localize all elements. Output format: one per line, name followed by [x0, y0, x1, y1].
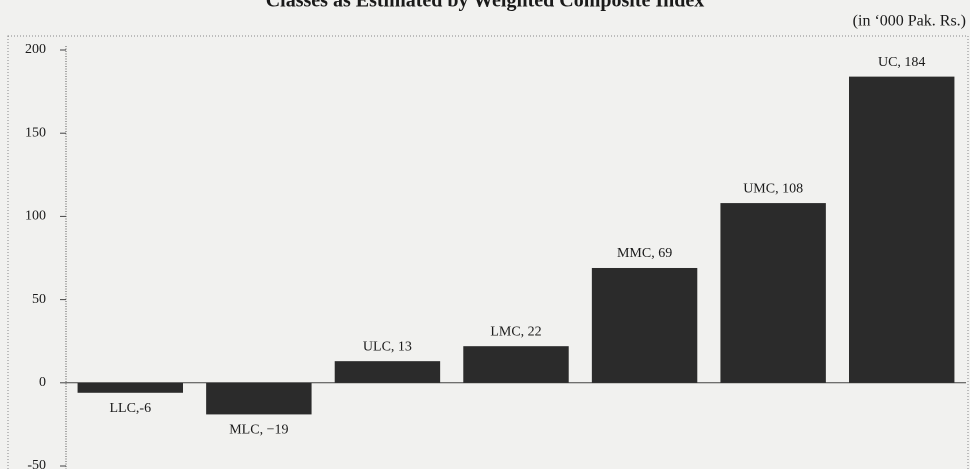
y-tick-label: 100 [25, 209, 46, 224]
y-tick-label: -50 [27, 458, 46, 469]
bar [720, 203, 826, 383]
bar [206, 382, 312, 415]
bar [849, 76, 955, 383]
bar [463, 346, 569, 383]
data-label: MLC, −19 [229, 423, 288, 438]
y-tick-label: 0 [39, 375, 46, 390]
y-tick-label: 150 [25, 125, 46, 140]
bar [591, 267, 698, 383]
data-label: ULC, 13 [363, 339, 412, 354]
plot-frame [7, 35, 969, 469]
y-tick-label: 200 [25, 42, 46, 57]
data-label: UMC, 108 [743, 181, 803, 196]
chart-title: Classes as Estimated by Weighted Composi… [266, 0, 705, 12]
data-label: LLC,-6 [109, 401, 151, 416]
bar [334, 361, 441, 383]
chart-subtitle: (in ‘000 Pak. Rs.) [853, 13, 966, 30]
data-label: UC, 184 [878, 55, 925, 70]
data-label: LMC, 22 [490, 324, 541, 339]
bar [77, 382, 183, 393]
data-label: MMC, 69 [617, 246, 672, 261]
y-tick-label: 50 [32, 292, 46, 307]
